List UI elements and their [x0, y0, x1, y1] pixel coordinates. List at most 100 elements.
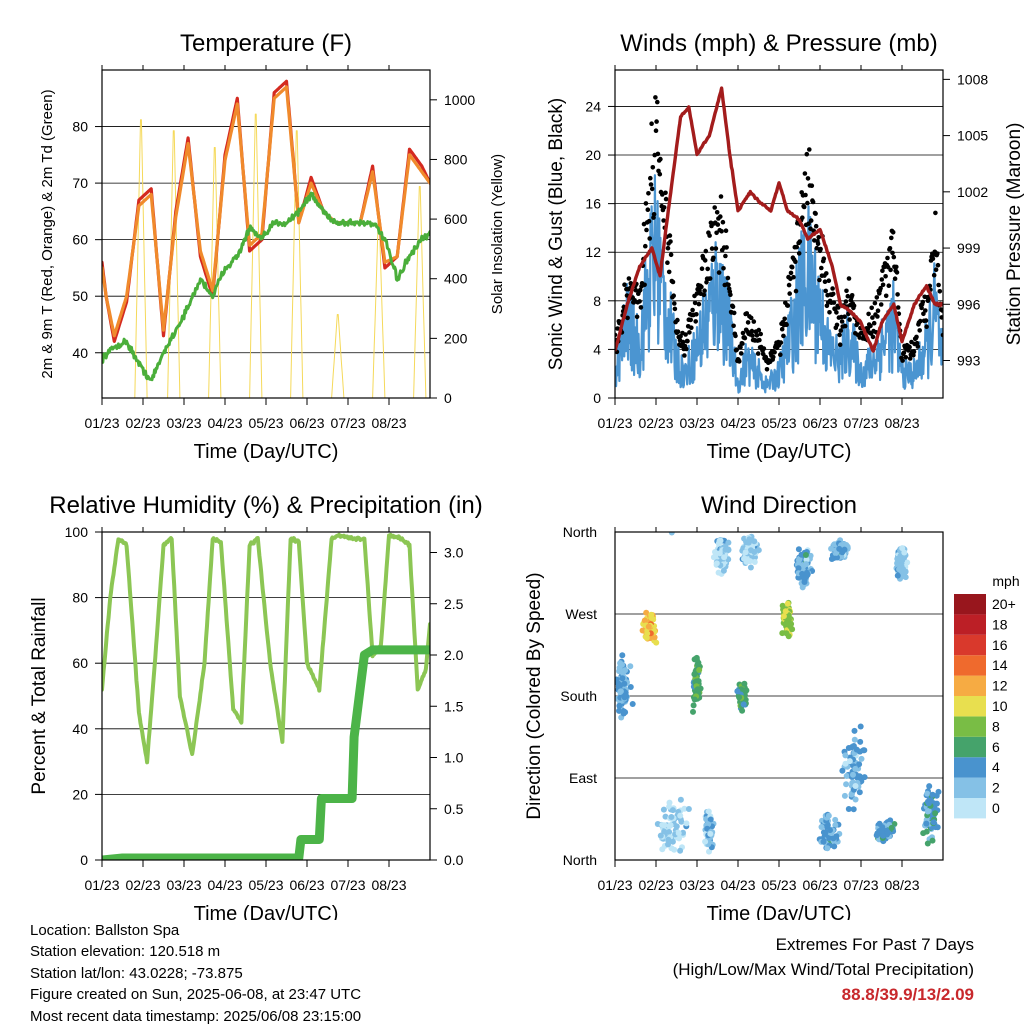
gust-point — [643, 201, 649, 206]
chart-title: Relative Humidity (%) & Precipitation (i… — [49, 492, 482, 519]
x-tick-label: 04/23 — [207, 877, 242, 893]
direction-point — [716, 538, 723, 544]
gust-point — [754, 333, 760, 338]
gust-point — [911, 349, 917, 355]
x-tick-label: 04/23 — [720, 877, 755, 893]
gust-point — [817, 277, 822, 283]
gust-point — [645, 207, 651, 212]
chart-title: Winds (mph) & Pressure (mb) — [620, 30, 937, 57]
gust-point — [931, 272, 937, 278]
gust-point — [731, 310, 737, 316]
direction-point — [619, 675, 626, 682]
direction-point — [820, 838, 827, 845]
x-tick-label: 06/23 — [289, 415, 324, 431]
direction-point — [706, 848, 712, 855]
gust-point — [758, 331, 763, 337]
gust-point — [744, 311, 750, 316]
direction-point — [742, 549, 749, 556]
panel-2: Winds (mph) & Pressure (mb) 0 4 8 12 16 20 24 99… — [546, 30, 1024, 463]
y-tick-label-right: 1.5 — [444, 698, 464, 714]
direction-point — [828, 545, 835, 552]
gust-point — [894, 264, 899, 270]
direction-point — [648, 611, 655, 618]
gust-point — [880, 268, 885, 274]
gust-point — [655, 151, 661, 157]
x-tick-label: 08/23 — [371, 877, 406, 893]
gust-point — [661, 205, 667, 210]
direction-point — [930, 819, 937, 826]
direction-point — [888, 824, 895, 831]
direction-point — [831, 843, 838, 850]
gust-point — [837, 332, 842, 338]
legend-label: 4 — [992, 759, 1000, 775]
gust-point — [740, 330, 746, 336]
direction-point — [853, 746, 860, 753]
direction-point — [824, 845, 831, 852]
gust-point — [688, 317, 693, 323]
direction-point — [665, 836, 672, 843]
direction-point — [680, 829, 686, 836]
gust-point — [847, 317, 852, 322]
direction-point — [627, 684, 634, 690]
y-tick-label-right: 400 — [444, 271, 468, 287]
x-axis-label: Time (Day/UTC) — [707, 903, 852, 920]
direction-point — [741, 688, 748, 694]
direction-point — [741, 535, 748, 542]
gust-point — [813, 211, 818, 216]
gust-point — [757, 337, 762, 343]
y-tick-label: 100 — [65, 524, 89, 540]
direction-point — [721, 554, 728, 561]
gust-point — [683, 332, 688, 337]
direction-point — [627, 663, 634, 670]
direction-point — [894, 572, 901, 579]
gust-point — [751, 319, 757, 324]
gust-point — [920, 299, 926, 305]
direction-point — [923, 820, 930, 827]
legend-label: 0 — [992, 800, 1000, 816]
gust-point — [859, 330, 864, 336]
direction-point — [801, 579, 808, 585]
gust-point — [666, 269, 672, 275]
y-tick-label-right: 999 — [957, 240, 981, 256]
x-tick-label: 03/23 — [679, 415, 714, 431]
direction-point — [691, 671, 698, 678]
legend-swatch — [954, 798, 986, 819]
gust-point — [830, 286, 835, 291]
gust-point — [844, 288, 849, 294]
gust-point — [643, 243, 648, 249]
legend-swatch — [954, 777, 986, 798]
direction-point — [846, 758, 853, 765]
gust-point — [655, 99, 660, 105]
x-tick-label: 05/23 — [248, 877, 283, 893]
location-text: Location: Ballston Spa — [30, 922, 180, 939]
direction-point — [782, 608, 789, 615]
gust-point — [880, 282, 886, 288]
direction-point — [798, 551, 805, 558]
direction-point — [850, 806, 857, 813]
gust-point — [716, 270, 722, 275]
direction-point — [741, 680, 748, 687]
gust-point — [814, 245, 820, 251]
direction-point — [850, 771, 856, 778]
legend-swatch — [954, 696, 986, 717]
legend-label: 12 — [992, 678, 1008, 694]
gust-point — [810, 199, 816, 205]
gust-point — [738, 345, 743, 350]
direction-point — [691, 696, 698, 703]
legend-label: 2 — [992, 780, 1000, 796]
direction-point — [643, 634, 650, 641]
direction-point — [715, 569, 722, 576]
legend-swatch — [954, 655, 986, 676]
gust-point — [709, 246, 715, 251]
legend-swatch — [954, 594, 986, 615]
gust-point — [737, 359, 742, 364]
direction-point — [666, 829, 673, 835]
gust-point — [723, 253, 728, 259]
gust-point — [894, 270, 900, 275]
gust-point — [813, 223, 819, 229]
legend-swatch — [954, 675, 986, 696]
gust-point — [755, 351, 761, 356]
gust-point — [724, 245, 729, 250]
gust-point — [802, 171, 808, 176]
direction-point — [746, 536, 753, 543]
